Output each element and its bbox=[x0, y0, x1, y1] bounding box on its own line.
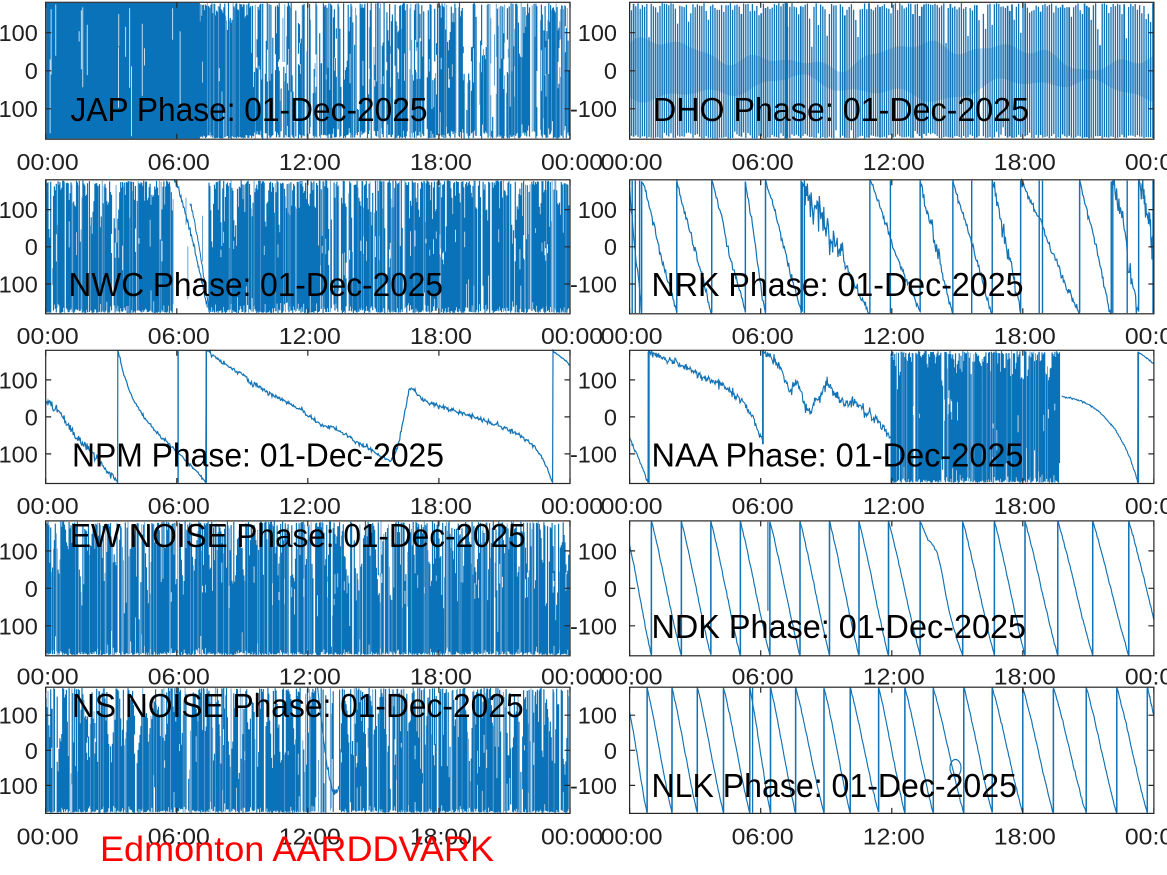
svg-text:00:00: 00:00 bbox=[601, 824, 663, 850]
svg-text:100: 100 bbox=[0, 538, 38, 564]
svg-text:100: 100 bbox=[578, 703, 617, 729]
svg-text:100: 100 bbox=[578, 367, 617, 393]
svg-text:06:00: 06:00 bbox=[148, 493, 210, 519]
svg-text:00:00: 00:00 bbox=[601, 663, 663, 689]
svg-text:100: 100 bbox=[0, 197, 38, 223]
svg-text:100: 100 bbox=[578, 197, 617, 223]
svg-text:0: 0 bbox=[604, 576, 617, 602]
svg-text:100: 100 bbox=[0, 773, 38, 799]
svg-text:00:00: 00:00 bbox=[17, 824, 79, 850]
svg-text:NAA Phase: 01-Dec-2025: NAA Phase: 01-Dec-2025 bbox=[652, 437, 1024, 474]
svg-text:00:00: 00:00 bbox=[541, 824, 603, 850]
svg-text:18:00: 18:00 bbox=[410, 824, 472, 850]
svg-text:0: 0 bbox=[604, 234, 617, 260]
svg-text:12:00: 12:00 bbox=[863, 824, 925, 850]
svg-text:12:00: 12:00 bbox=[863, 323, 925, 349]
svg-text:100: 100 bbox=[0, 441, 38, 467]
svg-text:100: 100 bbox=[578, 538, 617, 564]
svg-text:00:00: 00:00 bbox=[601, 323, 663, 349]
svg-text:12:00: 12:00 bbox=[863, 493, 925, 519]
svg-text:12:00: 12:00 bbox=[279, 323, 341, 349]
svg-text:NRK Phase: 01-Dec-2025: NRK Phase: 01-Dec-2025 bbox=[652, 267, 1024, 304]
svg-text:00:00: 00:00 bbox=[541, 663, 603, 689]
svg-text:12:00: 12:00 bbox=[279, 149, 341, 175]
svg-text:NWC Phase: 01-Dec-2025: NWC Phase: 01-Dec-2025 bbox=[69, 267, 444, 304]
svg-text:18:00: 18:00 bbox=[994, 149, 1056, 175]
svg-text:100: 100 bbox=[0, 613, 38, 639]
svg-text:0: 0 bbox=[604, 58, 617, 84]
svg-text:06:00: 06:00 bbox=[148, 323, 210, 349]
svg-text:100: 100 bbox=[0, 96, 38, 122]
svg-text:JAP Phase: 01-Dec-2025: JAP Phase: 01-Dec-2025 bbox=[71, 92, 428, 129]
svg-text:06:00: 06:00 bbox=[148, 149, 210, 175]
svg-text:00:00: 00:00 bbox=[541, 149, 603, 175]
svg-text:NPM Phase: 01-Dec-2025: NPM Phase: 01-Dec-2025 bbox=[72, 437, 444, 474]
svg-text:00:00: 00:00 bbox=[17, 149, 79, 175]
svg-text:06:00: 06:00 bbox=[732, 323, 794, 349]
svg-text:0: 0 bbox=[25, 58, 38, 84]
svg-text:00:00: 00:00 bbox=[1125, 663, 1167, 689]
svg-text:18:00: 18:00 bbox=[994, 824, 1056, 850]
svg-text:18:00: 18:00 bbox=[410, 493, 472, 519]
svg-text:0: 0 bbox=[25, 576, 38, 602]
svg-text:18:00: 18:00 bbox=[410, 149, 472, 175]
svg-text:00:00: 00:00 bbox=[1125, 493, 1167, 519]
svg-text:00:00: 00:00 bbox=[17, 323, 79, 349]
svg-text:18:00: 18:00 bbox=[994, 663, 1056, 689]
svg-text:Edmonton AARDDVARK: Edmonton AARDDVARK bbox=[100, 830, 494, 869]
svg-text:06:00: 06:00 bbox=[732, 663, 794, 689]
svg-text:06:00: 06:00 bbox=[732, 493, 794, 519]
svg-text:NS NOISE Phase: 01-Dec-2025: NS NOISE Phase: 01-Dec-2025 bbox=[72, 688, 524, 725]
svg-text:0: 0 bbox=[25, 234, 38, 260]
svg-text:00:00: 00:00 bbox=[601, 493, 663, 519]
svg-text:-100: -100 bbox=[570, 613, 617, 639]
svg-text:-100: -100 bbox=[570, 96, 617, 122]
svg-text:06:00: 06:00 bbox=[148, 663, 210, 689]
svg-text:00:00: 00:00 bbox=[1125, 149, 1167, 175]
svg-text:100: 100 bbox=[0, 272, 38, 298]
svg-text:0: 0 bbox=[25, 738, 38, 764]
svg-text:100: 100 bbox=[0, 367, 38, 393]
svg-text:0: 0 bbox=[25, 404, 38, 430]
svg-text:00:00: 00:00 bbox=[1125, 323, 1167, 349]
svg-text:EW NOISE Phase: 01-Dec-2025: EW NOISE Phase: 01-Dec-2025 bbox=[70, 518, 526, 555]
svg-text:12:00: 12:00 bbox=[863, 663, 925, 689]
svg-text:12:00: 12:00 bbox=[863, 149, 925, 175]
svg-text:100: 100 bbox=[0, 703, 38, 729]
svg-text:18:00: 18:00 bbox=[994, 493, 1056, 519]
svg-text:NDK Phase: 01-Dec-2025: NDK Phase: 01-Dec-2025 bbox=[652, 609, 1027, 646]
svg-text:0: 0 bbox=[604, 404, 617, 430]
svg-text:00:00: 00:00 bbox=[601, 149, 663, 175]
svg-text:00:00: 00:00 bbox=[541, 323, 603, 349]
svg-text:18:00: 18:00 bbox=[994, 323, 1056, 349]
svg-text:DHO Phase: 01-Dec-2025: DHO Phase: 01-Dec-2025 bbox=[653, 92, 1029, 129]
svg-text:00:00: 00:00 bbox=[1125, 824, 1167, 850]
svg-text:0: 0 bbox=[604, 738, 617, 764]
svg-text:12:00: 12:00 bbox=[279, 663, 341, 689]
svg-text:100: 100 bbox=[0, 20, 38, 46]
svg-text:NLK Phase: 01-Dec-2025: NLK Phase: 01-Dec-2025 bbox=[652, 768, 1017, 805]
svg-text:00:00: 00:00 bbox=[17, 663, 79, 689]
svg-text:12:00: 12:00 bbox=[279, 824, 341, 850]
svg-text:12:00: 12:00 bbox=[279, 493, 341, 519]
svg-text:-100: -100 bbox=[570, 272, 617, 298]
svg-text:06:00: 06:00 bbox=[732, 149, 794, 175]
svg-text:-100: -100 bbox=[570, 773, 617, 799]
svg-text:00:00: 00:00 bbox=[541, 493, 603, 519]
svg-text:18:00: 18:00 bbox=[410, 663, 472, 689]
svg-text:-100: -100 bbox=[570, 441, 617, 467]
svg-text:06:00: 06:00 bbox=[148, 824, 210, 850]
svg-text:100: 100 bbox=[578, 20, 617, 46]
svg-text:00:00: 00:00 bbox=[17, 493, 79, 519]
svg-text:06:00: 06:00 bbox=[732, 824, 794, 850]
svg-text:18:00: 18:00 bbox=[410, 323, 472, 349]
